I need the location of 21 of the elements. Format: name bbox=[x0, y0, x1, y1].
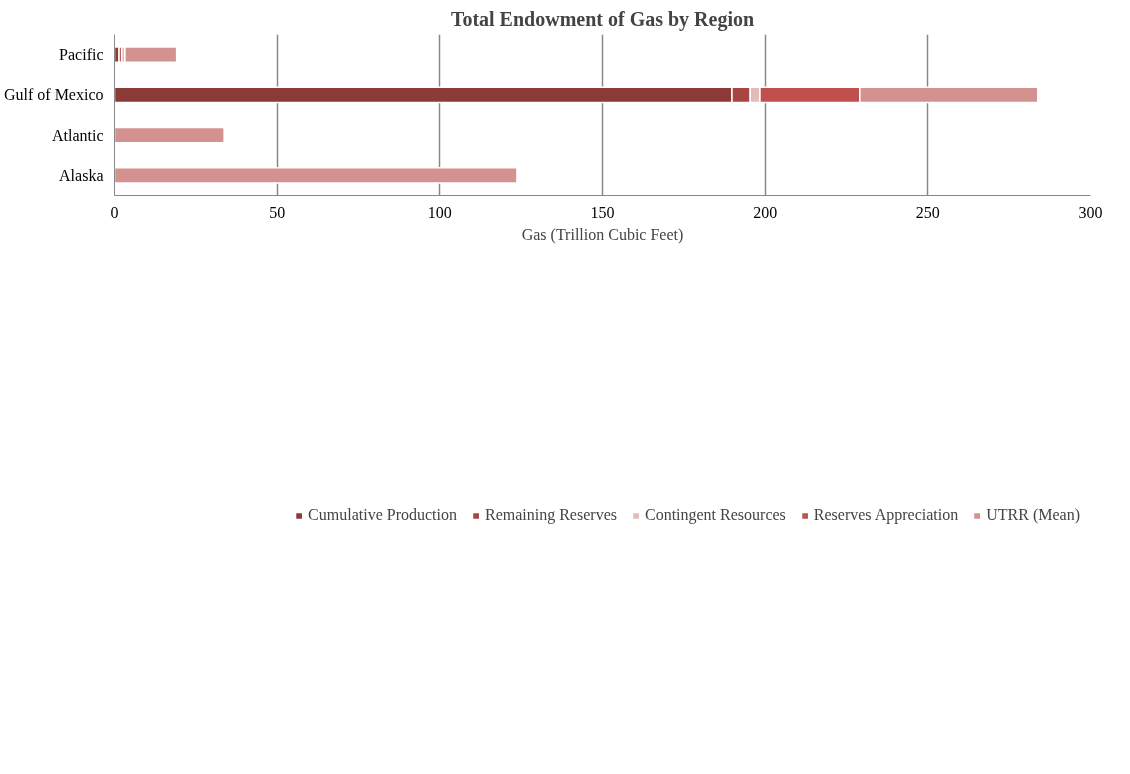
bar bbox=[124, 46, 178, 64]
bar bbox=[114, 126, 225, 144]
legend-label: Reserves Appreciation bbox=[813, 506, 959, 524]
x-tick-label: 300 bbox=[1078, 203, 1103, 221]
x-tick-label: 100 bbox=[427, 203, 452, 221]
x-tick-label: 0 bbox=[110, 203, 119, 221]
legend-label: UTRR (Mean) bbox=[986, 506, 1080, 524]
legend-label: Contingent Resources bbox=[644, 506, 786, 524]
x-tick-label: 250 bbox=[915, 203, 940, 221]
chart-title: Total Endowment of Gas by Region bbox=[450, 7, 755, 31]
x-axis-title: Gas (Trillion Cubic Feet) bbox=[521, 225, 684, 244]
legend-label: Remaining Reserves bbox=[484, 506, 617, 524]
y-tick-label: Atlantic bbox=[51, 126, 104, 144]
x-tick-label: 50 bbox=[269, 203, 286, 221]
x-tick-label: 200 bbox=[753, 203, 778, 221]
y-tick-label: Pacific bbox=[59, 46, 104, 64]
legend-label: Cumulative Production bbox=[308, 506, 457, 524]
x-tick-label: 150 bbox=[590, 203, 615, 221]
bar bbox=[114, 166, 518, 184]
y-tick-label: Alaska bbox=[59, 166, 104, 184]
y-tick-label: Gulf of Mexico bbox=[3, 86, 104, 104]
